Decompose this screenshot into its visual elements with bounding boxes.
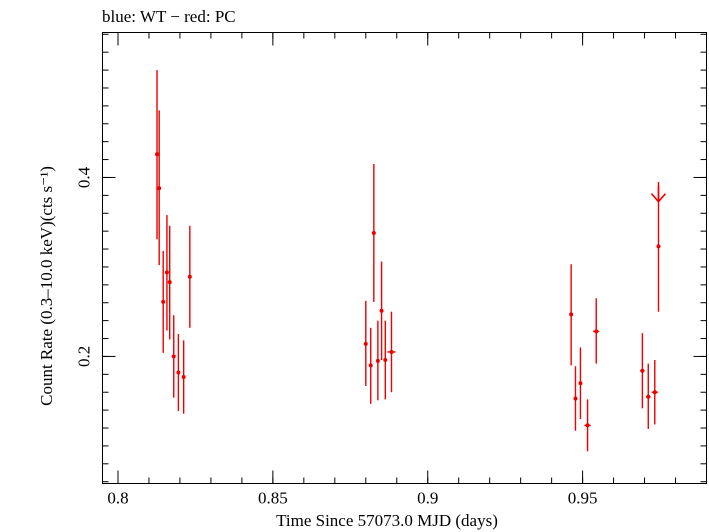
data-point: [379, 261, 384, 361]
plot-frame: [102, 32, 707, 484]
data-marker: [640, 368, 645, 373]
chart-title: blue: WT − red: PC: [102, 7, 236, 26]
data-point: [640, 333, 645, 409]
data-marker: [379, 308, 384, 313]
data-point: [167, 225, 172, 340]
data-marker: [573, 396, 578, 401]
data-marker: [167, 280, 172, 285]
data-marker: [155, 152, 160, 157]
upper-limit-head: [650, 193, 667, 203]
data-marker: [569, 312, 574, 317]
data-marker: [187, 274, 192, 279]
data-point: [155, 70, 160, 240]
data-marker: [161, 299, 166, 304]
x-tick-label: 0.85: [258, 489, 288, 508]
data-point: [383, 320, 388, 400]
data-point: [573, 366, 578, 431]
data-point: [646, 363, 651, 429]
data-marker: [368, 363, 373, 368]
data-marker: [371, 230, 376, 235]
y-tick-label: 0.4: [75, 166, 94, 188]
data-marker: [652, 390, 657, 395]
data-point: [171, 315, 176, 398]
data-marker: [578, 381, 583, 386]
data-point: [164, 215, 169, 331]
axis-ticks: [102, 32, 707, 484]
data-marker: [164, 270, 169, 275]
y-tick-label: 0.2: [75, 346, 94, 367]
upper-limit-arrow: [650, 185, 667, 203]
data-points: [155, 70, 667, 452]
data-marker: [389, 349, 394, 354]
data-point: [176, 334, 181, 412]
data-point: [375, 320, 380, 401]
data-point: [651, 360, 658, 425]
data-point: [368, 327, 373, 404]
data-marker: [176, 370, 181, 375]
data-point: [656, 181, 661, 312]
data-marker: [585, 423, 590, 428]
data-point: [569, 264, 574, 366]
data-point: [584, 399, 591, 452]
data-point: [187, 225, 192, 328]
data-marker: [157, 186, 162, 191]
x-tick-label: 0.95: [568, 489, 598, 508]
data-point: [387, 311, 396, 393]
data-point: [578, 347, 583, 420]
data-point: [161, 250, 166, 353]
data-marker: [375, 358, 380, 363]
x-tick-label: 0.8: [107, 489, 128, 508]
data-marker: [171, 354, 176, 359]
data-marker: [656, 244, 661, 249]
x-tick-label: 0.9: [417, 489, 438, 508]
data-point: [157, 110, 162, 266]
data-point: [181, 340, 186, 414]
data-marker: [383, 358, 388, 363]
data-marker: [181, 375, 186, 380]
data-point: [371, 164, 376, 302]
data-marker: [646, 394, 651, 399]
data-point: [593, 298, 600, 364]
data-point: [363, 300, 368, 386]
x-axis-label: Time Since 57073.0 MJD (days): [276, 511, 498, 530]
y-axis-label: Count Rate (0.3–10.0 keV)(cts s⁻¹): [37, 166, 56, 406]
tick-labels: 0.8 0.85 0.9 0.95 0.2 0.4: [75, 166, 598, 507]
data-marker: [363, 341, 368, 346]
data-marker: [594, 329, 599, 334]
